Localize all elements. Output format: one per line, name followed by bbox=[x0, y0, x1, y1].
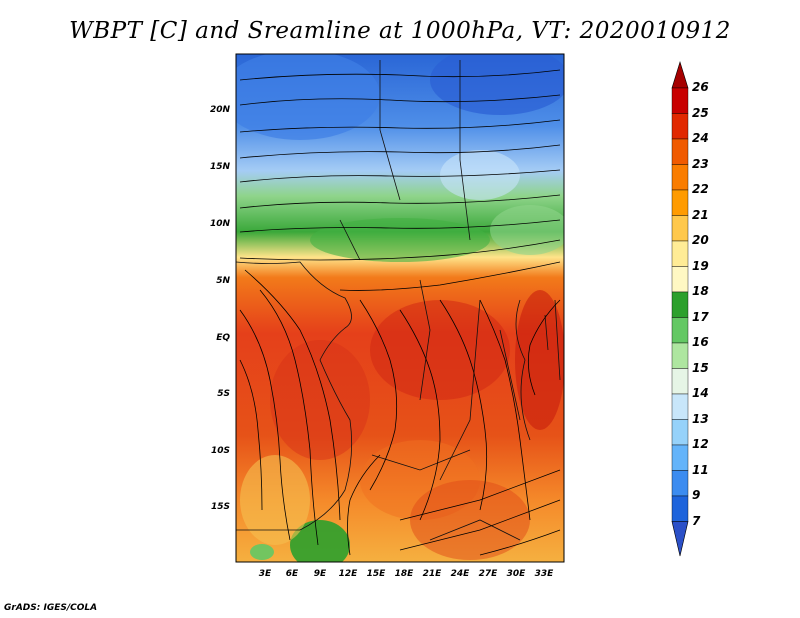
colorbar-swatch bbox=[671, 393, 689, 420]
colorbar-label: 26 bbox=[692, 80, 709, 94]
colorbar-swatch bbox=[671, 317, 689, 344]
colorbar-label: 22 bbox=[692, 182, 709, 196]
colorbar-swatch bbox=[671, 470, 689, 497]
map-frame bbox=[235, 53, 565, 563]
x-tick-label: 27E bbox=[478, 569, 498, 579]
colorbar-label: 13 bbox=[692, 411, 709, 426]
y-tick-label: 10N bbox=[209, 219, 230, 229]
colorbar-label: 25 bbox=[692, 105, 709, 120]
x-tick-label: 15E bbox=[366, 569, 386, 579]
y-tick-label: 5S bbox=[217, 389, 230, 399]
x-tick-label: 6E bbox=[285, 569, 299, 579]
colorbar-swatch bbox=[671, 291, 689, 318]
colorbar-swatch bbox=[671, 342, 689, 369]
colorbar-label: 20 bbox=[692, 233, 709, 247]
colorbar bbox=[671, 60, 689, 557]
x-tick-label: 33E bbox=[534, 569, 554, 579]
colorbar-label: 12 bbox=[692, 437, 709, 451]
colorbar-label: 19 bbox=[692, 258, 709, 273]
colorbar-swatch bbox=[671, 215, 689, 242]
y-tick-label: 5N bbox=[216, 276, 230, 286]
x-tick-label: 24E bbox=[450, 569, 470, 579]
colorbar-label: 16 bbox=[692, 335, 709, 349]
colorbar-swatch bbox=[671, 87, 689, 114]
colorbar-swatch bbox=[671, 266, 689, 293]
map-title: WBPT [C] and Sreamline at 1000hPa, VT: 2… bbox=[69, 18, 731, 44]
colorbar-swatch bbox=[671, 368, 689, 395]
coastline-borders bbox=[236, 60, 561, 541]
colorbar-swatch bbox=[671, 444, 689, 471]
x-tick-label: 3E bbox=[258, 569, 272, 579]
colorbar-label: 23 bbox=[692, 156, 709, 171]
colorbar-label: 18 bbox=[692, 284, 709, 298]
colorbar-swatch bbox=[671, 495, 689, 522]
x-tick-label: 21E bbox=[422, 569, 442, 579]
colorbar-label: 11 bbox=[692, 462, 709, 477]
x-tick-label: 30E bbox=[506, 569, 526, 579]
colorbar-swatch bbox=[671, 240, 689, 267]
colorbar-bottom-arrow bbox=[671, 521, 689, 557]
colorbar-swatch bbox=[671, 138, 689, 165]
colorbar-label: 24 bbox=[692, 131, 709, 145]
colorbar-label: 14 bbox=[692, 386, 709, 400]
y-tick-label: EQ bbox=[216, 333, 230, 343]
colorbar-label: 17 bbox=[692, 309, 709, 324]
x-tick-label: 9E bbox=[313, 569, 327, 579]
colorbar-swatch bbox=[671, 189, 689, 216]
streamlines bbox=[239, 69, 561, 556]
wbpt-shading bbox=[236, 54, 564, 562]
x-tick-label: 18E bbox=[394, 569, 414, 579]
colorbar-label: 9 bbox=[692, 488, 701, 502]
y-tick-label: 15N bbox=[209, 162, 230, 172]
colorbar-swatch bbox=[671, 164, 689, 191]
colorbar-top-arrow bbox=[671, 60, 689, 89]
y-tick-label: 15S bbox=[210, 502, 230, 512]
colorbar-label: 7 bbox=[692, 513, 701, 528]
colorbar-label: 21 bbox=[692, 207, 709, 222]
colorbar-swatch bbox=[671, 419, 689, 446]
y-tick-label: 20N bbox=[209, 105, 230, 115]
colorbar-swatch bbox=[671, 113, 689, 140]
credit-text: GrADS: IGES/COLA bbox=[4, 603, 98, 613]
colorbar-label: 15 bbox=[692, 360, 709, 375]
x-tick-label: 12E bbox=[338, 569, 358, 579]
y-tick-label: 10S bbox=[210, 446, 230, 456]
